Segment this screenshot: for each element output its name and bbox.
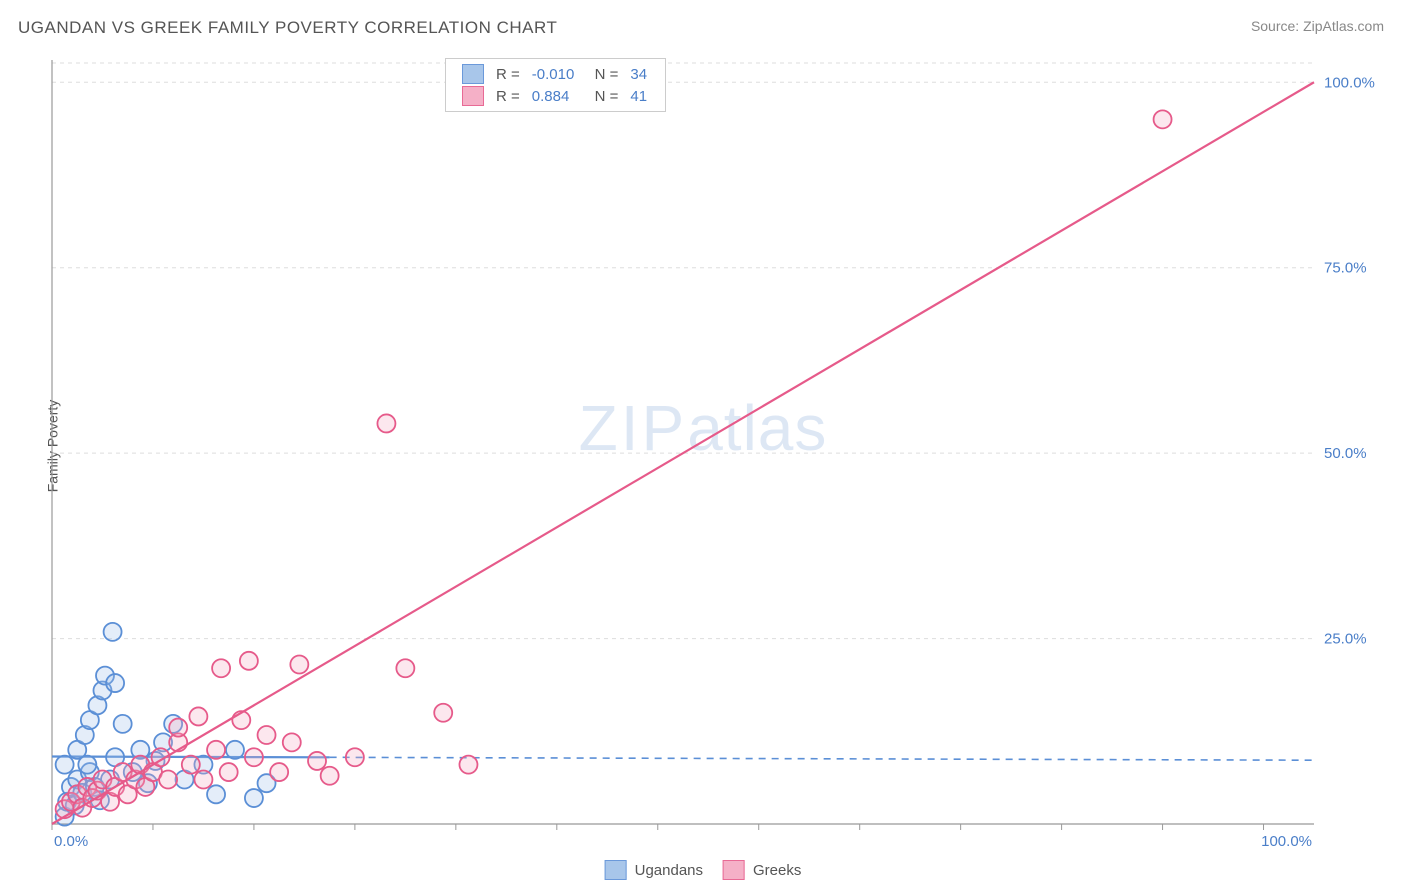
- legend-item: Ugandans: [605, 860, 703, 880]
- legend-item: Greeks: [723, 860, 801, 880]
- scatter-plot: 25.0% 50.0% 75.0% 100.0% 0.0% 100.0%: [48, 52, 1384, 852]
- plot-svg: 25.0% 50.0% 75.0% 100.0% 0.0% 100.0%: [48, 52, 1384, 852]
- chart-title: UGANDAN VS GREEK FAMILY POVERTY CORRELAT…: [18, 18, 557, 38]
- svg-text:100.0%: 100.0%: [1324, 74, 1375, 91]
- svg-text:100.0%: 100.0%: [1261, 833, 1312, 850]
- svg-text:25.0%: 25.0%: [1324, 631, 1367, 648]
- svg-text:75.0%: 75.0%: [1324, 260, 1367, 277]
- svg-text:50.0%: 50.0%: [1324, 445, 1367, 462]
- svg-text:0.0%: 0.0%: [54, 833, 88, 850]
- correlation-legend: R =-0.010 N =34R =0.884 N =41: [445, 58, 666, 112]
- source-label: Source: ZipAtlas.com: [1251, 18, 1384, 34]
- series-legend: Ugandans Greeks: [595, 860, 812, 884]
